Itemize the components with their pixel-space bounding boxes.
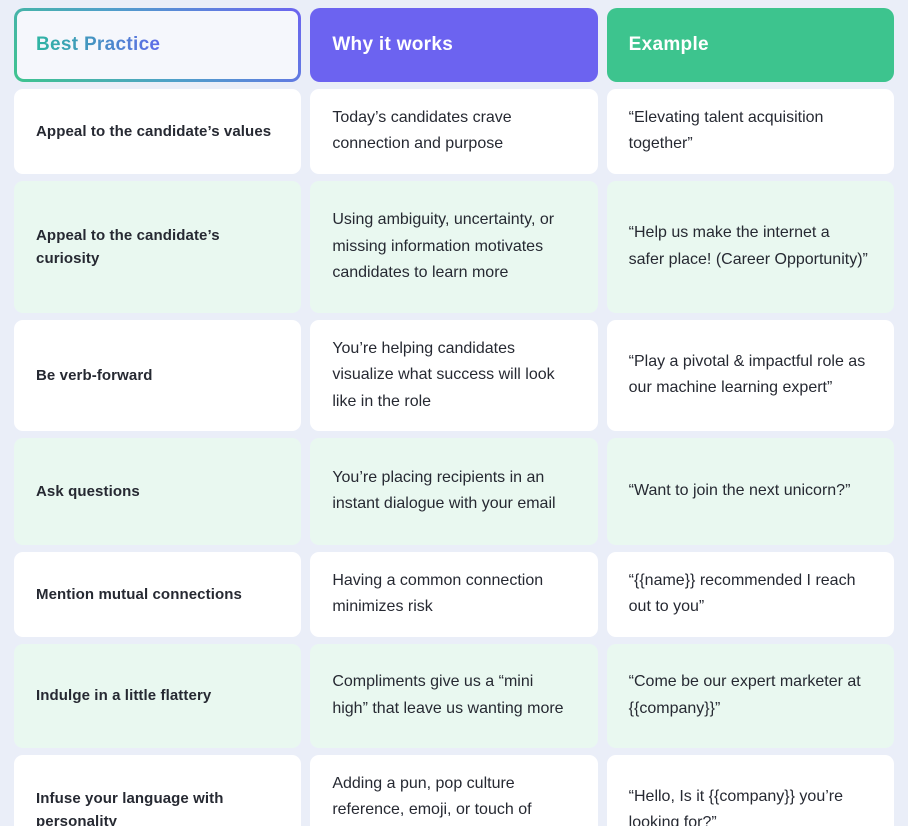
cell-practice: Be verb-forward <box>14 319 302 431</box>
cell-example: “Help us make the internet a safer place… <box>606 180 894 313</box>
cell-example: “Elevating talent acquisition together” <box>606 89 894 174</box>
cell-example: “Want to join the next unicorn?” <box>606 437 894 545</box>
table-row: Appeal to the candidate’s values Today’s… <box>14 89 894 174</box>
table-header-row: Best Practice Why it works Example <box>14 8 894 82</box>
cell-practice: Infuse your language with personality <box>14 754 302 826</box>
cell-practice: Ask questions <box>14 437 302 545</box>
cell-practice: Appeal to the candidate’s curiosity <box>14 180 302 313</box>
cell-example: “{{name}} recommended I reach out to you… <box>606 551 894 637</box>
header-best-practice-label: Best Practice <box>36 34 161 55</box>
table-row: Ask questions You’re placing recipients … <box>14 437 894 545</box>
header-example-label: Example <box>628 34 709 55</box>
cell-why: Having a common connection minimizes ris… <box>310 551 598 637</box>
table-row: Be verb-forward You’re helping candidate… <box>14 319 894 431</box>
cell-why: Adding a pun, pop culture reference, emo… <box>310 754 598 826</box>
cell-why: You’re placing recipients in an instant … <box>310 437 598 545</box>
header-example: Example <box>606 8 894 82</box>
cell-practice: Mention mutual connections <box>14 551 302 637</box>
table-row: Appeal to the candidate’s curiosity Usin… <box>14 180 894 313</box>
cell-why: Compliments give us a “mini high” that l… <box>310 643 598 748</box>
header-best-practice: Best Practice <box>14 8 302 82</box>
cell-practice: Appeal to the candidate’s values <box>14 89 302 174</box>
cell-example: “Play a pivotal & impactful role as our … <box>606 319 894 431</box>
cell-why: You’re helping candidates visualize what… <box>310 319 598 431</box>
header-best-practice-box: Best Practice <box>17 11 299 79</box>
cell-practice: Indulge in a little flattery <box>14 643 302 748</box>
table-row: Mention mutual connections Having a comm… <box>14 551 894 637</box>
cell-example: “Come be our expert marketer at {{compan… <box>606 643 894 748</box>
cell-why: Using ambiguity, uncertainty, or missing… <box>310 180 598 313</box>
table-row: Infuse your language with personality Ad… <box>14 754 894 826</box>
cell-why: Today’s candidates crave connection and … <box>310 89 598 174</box>
table-row: Indulge in a little flattery Compliments… <box>14 643 894 748</box>
header-why-it-works: Why it works <box>310 8 598 82</box>
cell-example: “Hello, Is it {{company}} you’re looking… <box>606 754 894 826</box>
header-why-it-works-label: Why it works <box>332 34 454 55</box>
